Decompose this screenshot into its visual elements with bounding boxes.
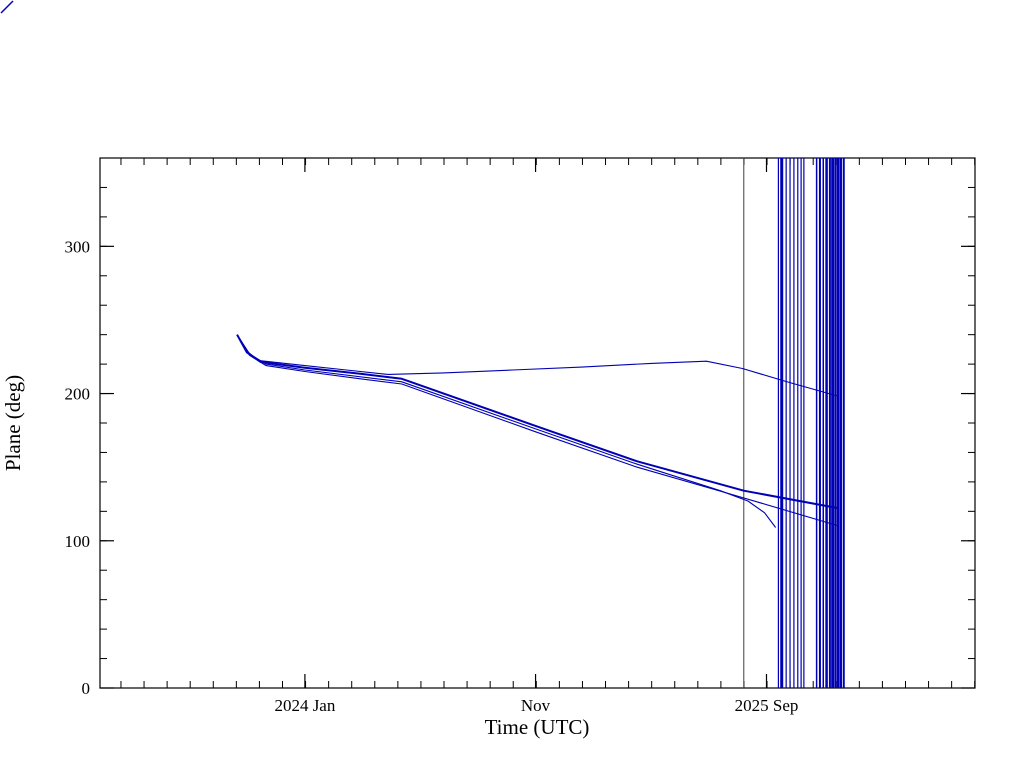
y-tick-label: 0 (82, 679, 91, 698)
series-line-short-drop-run (236, 334, 777, 528)
x-axis-label: Time (UTC) (485, 715, 590, 739)
x-tick-label: 2025 Sep (735, 696, 799, 715)
x-tick-label: 2024 Jan (274, 696, 335, 715)
series-line-diverging-upper-run (236, 334, 840, 398)
y-tick-label: 100 (65, 532, 91, 551)
series-line-bundle-lower-run (236, 334, 840, 527)
corner-artifact-mark (0, 0, 14, 14)
series-line-bundle-main-run (236, 334, 840, 510)
chart-dynamic-layer: 2024 Jan Nov 2025 Sep 0 100 200 300 (0, 0, 976, 715)
x-tick-label: Nov (521, 696, 551, 715)
y-tick-label: 200 (65, 385, 91, 404)
y-axis-label: Plane (deg) (1, 375, 25, 471)
y-tick-label: 300 (65, 237, 91, 256)
